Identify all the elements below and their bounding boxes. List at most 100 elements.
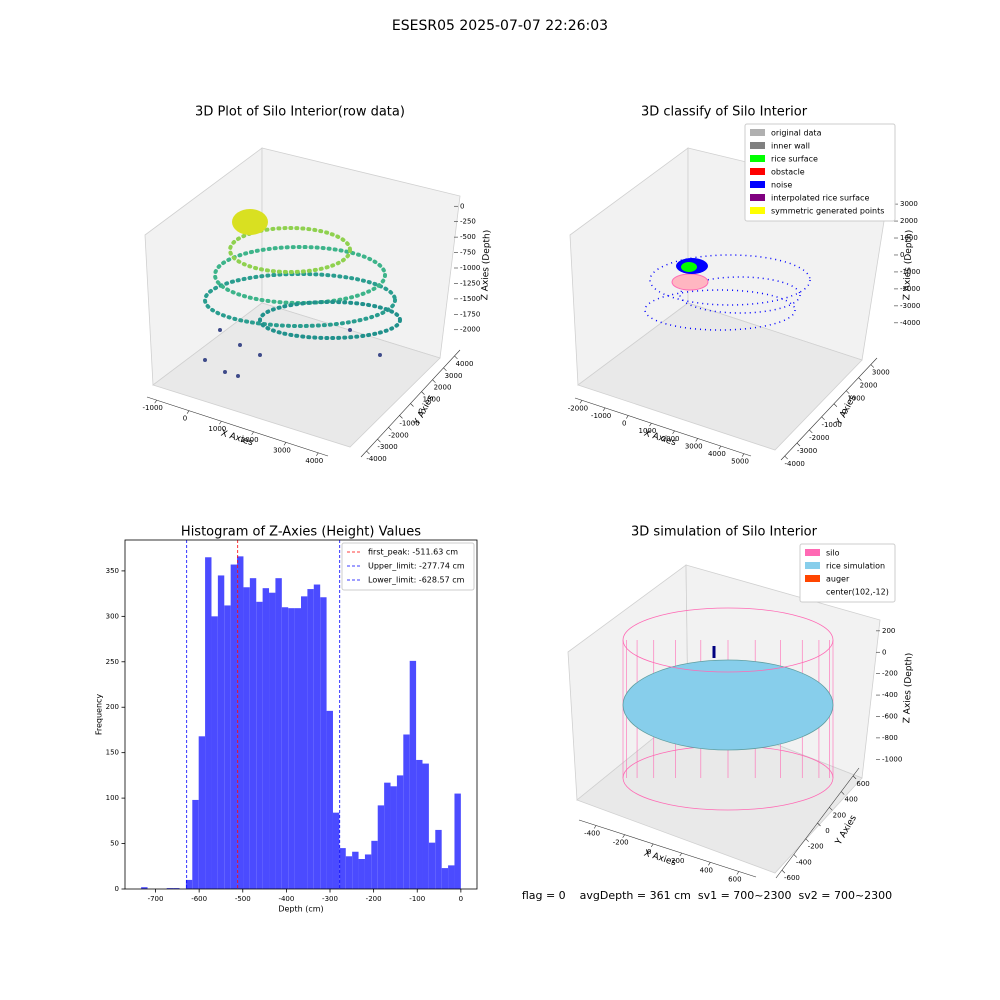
y-tick	[399, 415, 403, 419]
y-tick-label: 300	[106, 612, 119, 620]
point-cloud	[228, 226, 352, 274]
bar	[345, 856, 353, 889]
bar	[275, 578, 282, 889]
x-tick	[602, 407, 606, 412]
x-tick-label: 0	[459, 895, 463, 903]
bar	[281, 607, 289, 889]
y-tick-label: 150	[106, 749, 119, 757]
y-tick	[421, 391, 425, 395]
z-tick-label: -4000	[900, 319, 920, 327]
y-tick-label: 50	[110, 840, 119, 848]
x-tick-label: -400	[278, 895, 294, 903]
z-tick-label: 0	[460, 202, 464, 210]
bar	[243, 587, 250, 889]
y-tick-label: -4000	[366, 455, 386, 463]
point-cloud	[232, 209, 268, 235]
point-cloud	[258, 300, 402, 340]
z-tick-label: -500	[460, 233, 476, 241]
point-cloud	[378, 353, 382, 357]
bar	[185, 879, 193, 889]
y-tick	[858, 377, 862, 381]
point-cloud	[258, 353, 262, 357]
y-tick	[388, 427, 392, 431]
pane	[152, 302, 441, 448]
bar	[377, 805, 385, 889]
x-tick-label: 2000	[662, 435, 680, 443]
y-tick-label: 2000	[860, 382, 878, 390]
x-tick	[649, 423, 652, 427]
legend-label: inner wall	[771, 142, 810, 151]
x-tick	[593, 825, 597, 829]
z-tick-label: -1250	[460, 279, 480, 287]
x-tick	[579, 400, 583, 404]
bar	[237, 556, 244, 889]
x-tick-label: -400	[584, 830, 600, 838]
x-tick-label: 0	[183, 415, 187, 423]
legend-label: silo	[826, 549, 840, 558]
y-tick-label: 250	[106, 658, 119, 666]
legend-label: center(102,-12)	[826, 588, 889, 597]
chart-title: Histogram of Z-Axies (Height) Values	[181, 525, 421, 540]
x-tick	[154, 399, 157, 404]
y-tick-label: -2000	[388, 431, 408, 439]
z-tick-label: 0	[900, 251, 904, 259]
legend-swatch	[750, 181, 765, 188]
x-tick-label: 5000	[731, 458, 749, 466]
x-axis-line	[574, 397, 752, 457]
y-tick-label: 100	[106, 794, 119, 802]
footer-text: flag = 0 avgDepth = 361 cm sv1 = 700~230…	[522, 889, 892, 902]
point-cloud	[679, 276, 801, 314]
x-tick-label: -500	[235, 895, 251, 903]
legend-box	[341, 542, 475, 591]
bar	[332, 812, 340, 889]
bar	[230, 564, 238, 889]
y-tick	[796, 442, 801, 447]
x-tick-label: -700	[148, 895, 164, 903]
bar	[141, 887, 148, 889]
y-tick-label: 600	[856, 780, 869, 788]
point-cloud	[238, 343, 242, 347]
z-axis-label: Z Axies (Depth)	[902, 230, 914, 301]
z-tick-label: -800	[882, 734, 898, 742]
y-tick-label: -3000	[377, 443, 397, 451]
bar	[390, 786, 397, 889]
legend-swatch	[750, 168, 765, 175]
bar	[358, 859, 365, 889]
x-tick	[622, 834, 625, 838]
y-tick-label: 200	[106, 703, 119, 711]
y-tick-label: 3000	[872, 369, 890, 377]
x-tick	[695, 438, 698, 442]
z-tick-label: 0	[882, 648, 886, 656]
y-tick-label: 1000	[423, 396, 441, 404]
x-tick-label: -2000	[568, 404, 588, 412]
x-tick-label: 0	[647, 848, 651, 856]
x-tick-label: 400	[700, 866, 713, 874]
legend-swatch	[750, 155, 765, 162]
point-cloud	[213, 245, 387, 305]
bar	[422, 763, 429, 889]
bar	[396, 775, 404, 889]
y-tick	[410, 403, 414, 407]
y-tick-label: 2000	[434, 384, 452, 392]
y-tick	[829, 807, 833, 811]
bar	[224, 605, 231, 889]
legend-swatch	[805, 562, 820, 569]
point-cloud	[236, 374, 240, 378]
y-tick	[805, 838, 809, 842]
point-cloud	[203, 358, 207, 362]
x-tick	[708, 862, 711, 866]
y-tick	[833, 403, 838, 407]
y-tick	[443, 367, 447, 372]
bar	[448, 865, 455, 889]
x-tick	[283, 442, 287, 446]
y-tick-label: -4000	[785, 460, 805, 468]
bar	[313, 584, 321, 889]
z-tick-label: -200	[882, 670, 898, 678]
rice-surface	[622, 659, 834, 751]
x-tick-label: -600	[191, 895, 207, 903]
legend-label: symmetric generated points	[771, 207, 884, 216]
legend-swatch	[805, 549, 820, 556]
bar	[371, 840, 378, 889]
legend-swatch	[750, 194, 765, 201]
